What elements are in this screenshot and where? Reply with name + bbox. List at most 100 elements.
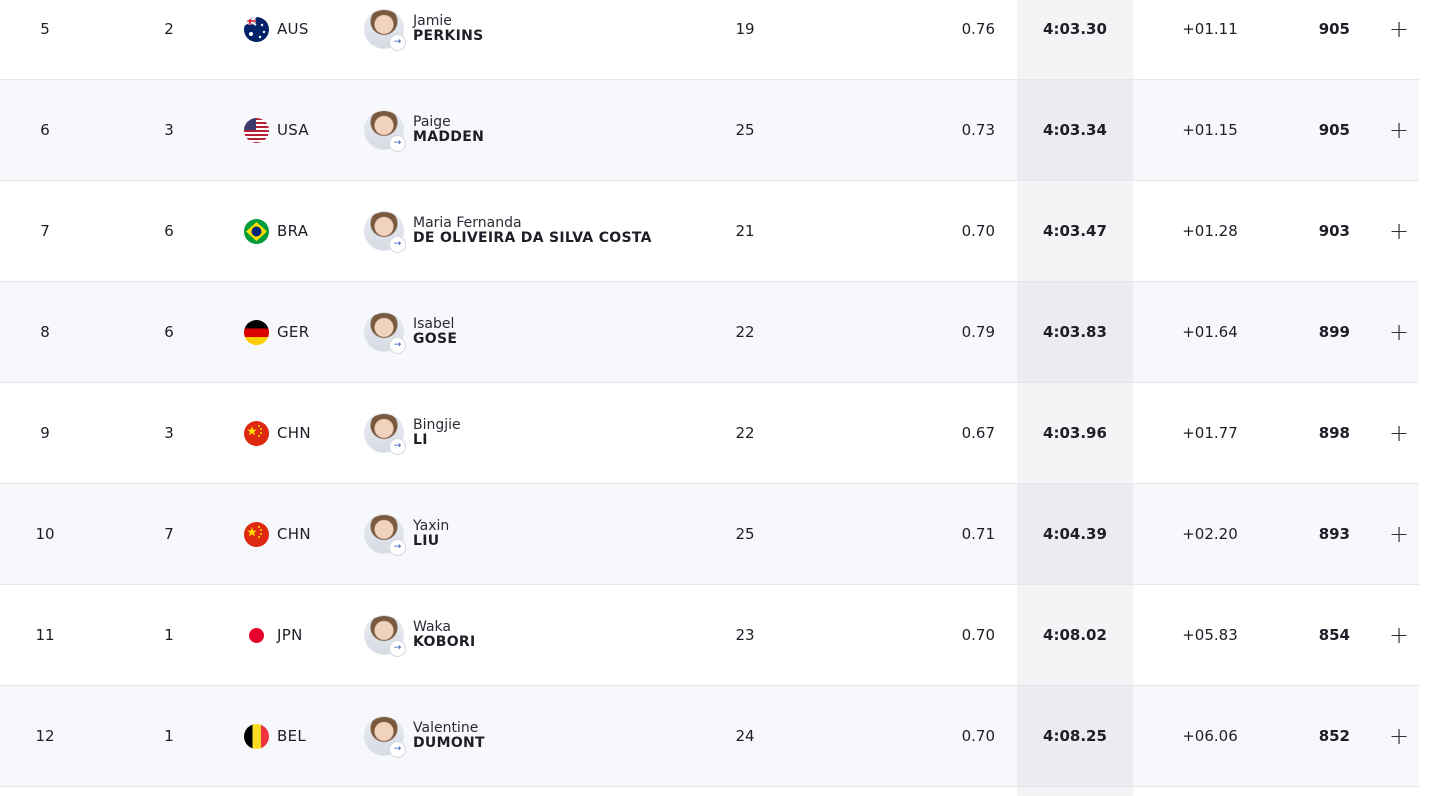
rank: 6	[40, 121, 50, 139]
points: 852	[1318, 727, 1350, 745]
country: BEL	[244, 686, 344, 786]
athlete[interactable]: → Isabel GOSE	[364, 282, 724, 382]
country-code: AUS	[277, 20, 309, 38]
heat-rank: 1	[164, 727, 174, 745]
athlete-avatar[interactable]: →	[364, 9, 406, 51]
athlete-last-name[interactable]: GOSE	[413, 331, 458, 347]
plus-icon[interactable]: +	[1388, 116, 1410, 144]
heat-rank: 3	[164, 121, 174, 139]
bel-flag-icon	[244, 723, 269, 749]
age: 25	[735, 525, 755, 543]
athlete-avatar[interactable]: →	[364, 615, 406, 657]
age: 24	[735, 727, 755, 745]
rank: 5	[40, 20, 50, 38]
points: 905	[1318, 20, 1350, 38]
country-code: CHN	[277, 525, 311, 543]
plus-icon[interactable]: +	[1388, 722, 1410, 750]
age: 22	[735, 424, 755, 442]
athlete-last-name[interactable]: KOBORI	[413, 634, 476, 650]
ger-flag-icon	[244, 319, 269, 345]
jpn-flag-icon	[244, 622, 269, 648]
table-row[interactable]: 7 6 BRA → Maria Fernanda DE OLIVEIRA DA …	[0, 181, 1419, 282]
athlete-last-name[interactable]: DE OLIVEIRA DA SILVA COSTA	[413, 230, 652, 246]
arrow-right-icon: →	[389, 135, 406, 152]
time-behind: +05.83	[1182, 626, 1238, 644]
time-behind: +02.20	[1182, 525, 1238, 543]
athlete[interactable]: → Valentine DUMONT	[364, 686, 724, 786]
heat-rank: 1	[164, 626, 174, 644]
plus-icon[interactable]: +	[1388, 318, 1410, 346]
country: GER	[244, 282, 344, 382]
athlete-avatar[interactable]: →	[364, 110, 406, 152]
athlete[interactable]: → Bingjie LI	[364, 383, 724, 483]
country: USA	[244, 80, 344, 180]
usa-flag-icon	[244, 117, 269, 143]
athlete-avatar[interactable]: →	[364, 413, 406, 455]
reaction-time: 0.70	[961, 727, 995, 745]
time-behind: +01.28	[1182, 222, 1238, 240]
rank: 8	[40, 323, 50, 341]
reaction-time: 0.70	[961, 222, 995, 240]
country-code: BEL	[277, 727, 307, 745]
athlete-first-name: Waka	[413, 619, 451, 635]
heat-rank: 3	[164, 424, 174, 442]
plus-icon[interactable]: +	[1388, 15, 1410, 43]
chn-flag-icon	[244, 521, 269, 547]
result-time: 4:03.96	[1043, 424, 1107, 442]
result-time: 4:03.30	[1043, 20, 1107, 38]
athlete[interactable]: → Waka KOBORI	[364, 585, 724, 685]
rank: 9	[40, 424, 50, 442]
table-row[interactable]: 11 1 JPN → Waka KOBORI 23 0.70 4:08.02 +…	[0, 585, 1419, 686]
athlete-avatar[interactable]: →	[364, 716, 406, 758]
country: JPN	[244, 585, 344, 685]
rank: 7	[40, 222, 50, 240]
country: BRA	[244, 181, 344, 281]
athlete-last-name[interactable]: DUMONT	[413, 735, 485, 751]
result-time: 4:03.83	[1043, 323, 1107, 341]
time-behind: +01.11	[1182, 20, 1238, 38]
athlete-first-name: Yaxin	[413, 518, 450, 534]
table-row[interactable]: 8 6 GER → Isabel GOSE 22 0.79 4:03.83 +0…	[0, 282, 1419, 383]
athlete[interactable]: → Paige MADDEN	[364, 80, 724, 180]
table-row[interactable]: 12 1 BEL → Valentine DUMONT 24 0.70 4:08…	[0, 686, 1419, 787]
plus-icon[interactable]: +	[1388, 520, 1410, 548]
athlete-first-name: Paige	[413, 114, 451, 130]
age: 19	[735, 20, 755, 38]
athlete-avatar[interactable]: →	[364, 312, 406, 354]
result-time: 4:08.25	[1043, 727, 1107, 745]
plus-icon[interactable]: +	[1388, 419, 1410, 447]
table-row[interactable]: 10 7 CHN → Yaxin LIU 25 0.71 4:04.39 +02…	[0, 484, 1419, 585]
result-time: 4:03.34	[1043, 121, 1107, 139]
table-row[interactable]: 6 3 USA → Paige MADDEN 25 0.73 4:03.34 +…	[0, 80, 1419, 181]
arrow-right-icon: →	[389, 640, 406, 657]
plus-icon[interactable]: +	[1388, 621, 1410, 649]
athlete[interactable]: → Jamie PERKINS	[364, 0, 724, 79]
athlete-last-name[interactable]: MADDEN	[413, 129, 485, 145]
reaction-time: 0.71	[961, 525, 995, 543]
country: AUS	[244, 0, 344, 79]
time-behind: +01.77	[1182, 424, 1238, 442]
result-time: 4:04.39	[1043, 525, 1107, 543]
athlete-last-name[interactable]: LIU	[413, 533, 440, 549]
country-code: BRA	[277, 222, 309, 240]
arrow-right-icon: →	[389, 539, 406, 556]
rank: 12	[35, 727, 55, 745]
heat-rank: 2	[164, 20, 174, 38]
table-row[interactable]: 5 2 AUS → Jamie PERKINS 19 0.76 4:03.30 …	[0, 0, 1419, 80]
reaction-time: 0.76	[961, 20, 995, 38]
athlete-avatar[interactable]: →	[364, 514, 406, 556]
athlete-avatar[interactable]: →	[364, 211, 406, 253]
reaction-time: 0.67	[961, 424, 995, 442]
athlete-last-name[interactable]: LI	[413, 432, 428, 448]
country: CHN	[244, 484, 344, 584]
country-code: CHN	[277, 424, 311, 442]
age: 23	[735, 626, 755, 644]
athlete-last-name[interactable]: PERKINS	[413, 28, 484, 44]
table-row[interactable]: 9 3 CHN → Bingjie LI 22 0.67 4:03.96 +01…	[0, 383, 1419, 484]
plus-icon[interactable]: +	[1388, 217, 1410, 245]
athlete[interactable]: → Maria Fernanda DE OLIVEIRA DA SILVA CO…	[364, 181, 724, 281]
heat-rank: 7	[164, 525, 174, 543]
time-behind: +06.06	[1182, 727, 1238, 745]
athlete-first-name: Bingjie	[413, 417, 461, 433]
athlete[interactable]: → Yaxin LIU	[364, 484, 724, 584]
